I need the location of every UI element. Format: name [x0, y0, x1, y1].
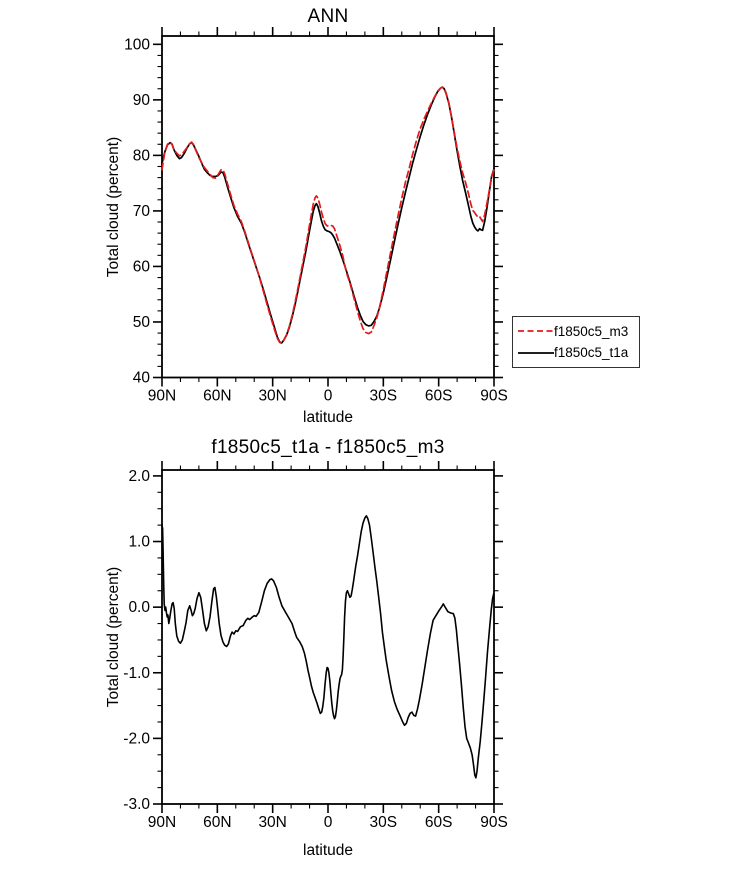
- legend-label-m3: f1850c5_m3: [554, 323, 629, 339]
- top-chart-x-axis-label: latitude: [303, 409, 353, 426]
- x-tick-label: 60S: [425, 814, 453, 831]
- x-tick-label: 90N: [148, 814, 176, 831]
- x-tick-label: 60N: [203, 388, 231, 405]
- top-chart: 90N 60N 30N 0 30S 60S 90S 40 50 60 70 80 90 100: [124, 27, 508, 405]
- x-tick-label: 30S: [370, 814, 398, 831]
- y-tick-label: 2.0: [128, 468, 150, 485]
- top-chart-title: ANN: [307, 6, 349, 27]
- x-tick-label: 30S: [370, 388, 398, 405]
- y-tick-label: 90: [133, 92, 151, 109]
- top-chart-y-axis-label: Total cloud (percent): [105, 136, 122, 278]
- y-tick-label: -2.0: [123, 730, 150, 747]
- plot-frame: [161, 469, 495, 805]
- legend-solid-line-icon: [518, 351, 554, 354]
- y-tick-label: 80: [133, 147, 151, 164]
- legend-label-t1a: f1850c5_t1a: [554, 344, 629, 360]
- series-difference: [161, 515, 495, 779]
- y-tick-label: -3.0: [123, 796, 150, 813]
- bottom-chart-y-axis-label: Total cloud (percent): [105, 566, 122, 708]
- y-tick-label: 40: [133, 370, 151, 387]
- series-f1850c5_t1a: [161, 86, 495, 344]
- x-tick-label: 60N: [203, 814, 231, 831]
- plot-frame: [161, 35, 495, 379]
- series-f1850c5_m3: [161, 86, 495, 344]
- x-tick-label: 30N: [258, 388, 286, 405]
- x-tick-label: 0: [324, 388, 333, 405]
- x-tick-label: 0: [324, 814, 333, 831]
- legend-entry-t1a: f1850c5_t1a: [517, 346, 639, 360]
- y-tick-label: 100: [124, 36, 150, 53]
- legend: f1850c5_m3 f1850c5_t1a: [512, 316, 640, 368]
- legend-entry-m3: f1850c5_m3: [517, 325, 639, 339]
- y-tick-label: 50: [133, 314, 151, 331]
- bottom-chart: 90N 60N 30N 0 30S 60S 90S -3.0 -2.0 -1.0 0.0 1.0 2.0: [123, 461, 508, 831]
- x-tick-label: 30N: [258, 814, 286, 831]
- x-tick-label: 60S: [425, 388, 453, 405]
- bottom-chart-title: f1850c5_t1a - f1850c5_m3: [211, 437, 445, 458]
- y-tick-label: 60: [133, 258, 151, 275]
- bottom-chart-x-axis-label: latitude: [303, 842, 353, 859]
- y-tick-label: -1.0: [123, 665, 150, 682]
- y-tick-label: 0.0: [128, 599, 150, 616]
- y-tick-label: 70: [133, 203, 151, 220]
- x-tick-label: 90N: [148, 388, 176, 405]
- x-tick-label: 90S: [480, 814, 508, 831]
- x-tick-label: 90S: [480, 388, 508, 405]
- y-tick-label: 1.0: [128, 534, 150, 551]
- legend-dashed-line-icon: [518, 330, 554, 333]
